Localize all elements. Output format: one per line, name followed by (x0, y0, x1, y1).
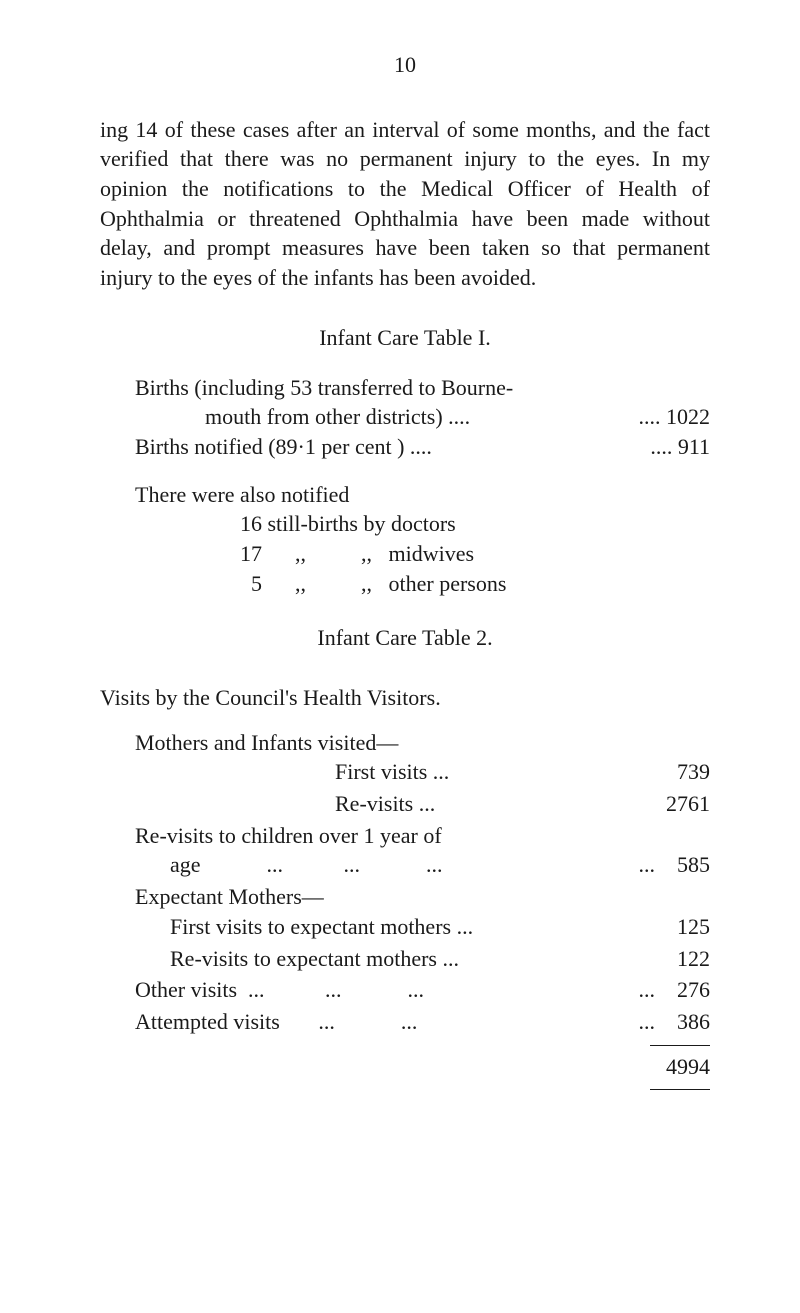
re-visits-val: 2761 (640, 789, 710, 819)
total-value: 4994 (666, 1054, 710, 1079)
re-visits-label: Re-visits ... (335, 789, 640, 819)
total-rule-top (650, 1045, 710, 1046)
mothers-visited: Mothers and Infants visited— (135, 728, 710, 758)
births-line1: Births (including 53 transferred to Bour… (135, 373, 710, 403)
revisits-children-l1: Re-visits to children over 1 year of (135, 821, 710, 851)
re-expect-val: 122 (640, 944, 710, 974)
expectant-mothers: Expectant Mothers— (135, 882, 710, 912)
births-line2-right: .... 1022 (639, 402, 711, 432)
first-expect-val: 125 (640, 912, 710, 942)
mothers-block: Mothers and Infants visited— First visit… (135, 728, 710, 1091)
stillbirths-3: 5 ,, ,, other persons (240, 569, 710, 599)
notified-block: There were also notified 16 still-births… (135, 480, 710, 599)
attempted-val: ... 386 (639, 1007, 711, 1037)
table1-heading: Infant Care Table I. (100, 323, 710, 353)
stillbirths-1: 16 still-births by doctors (240, 509, 710, 539)
visits-by-heading: Visits by the Council's Health Visitors. (100, 683, 710, 713)
total-rule-bottom (650, 1089, 710, 1090)
other-visits-label: Other visits ... ... ... (135, 975, 639, 1005)
attempted-label: Attempted visits ... ... (135, 1007, 639, 1037)
stillbirths-2: 17 ,, ,, midwives (240, 539, 710, 569)
page-number: 10 (100, 50, 710, 80)
births-line2-left: mouth from other districts) .... (205, 402, 639, 432)
first-visits-label: First visits ... (335, 757, 640, 787)
there-were: There were also notified (135, 480, 710, 510)
paragraph-1: ing 14 of these cases after an interval … (100, 115, 710, 293)
births-notified-right: .... 911 (640, 432, 710, 462)
first-visits-val: 739 (640, 757, 710, 787)
table2-heading: Infant Care Table 2. (100, 623, 710, 653)
births-notified-left: Births notified (89·1 per cent ) .... (135, 432, 640, 462)
births-block: Births (including 53 transferred to Bour… (135, 373, 710, 462)
revisits-children-l2: age ... ... ... (170, 850, 639, 880)
re-expect-label: Re-visits to expectant mothers ... (170, 944, 640, 974)
other-visits-val: ... 276 (639, 975, 711, 1005)
first-expect-label: First visits to expectant mothers ... (170, 912, 640, 942)
revisits-children-val: ... 585 (639, 850, 711, 880)
